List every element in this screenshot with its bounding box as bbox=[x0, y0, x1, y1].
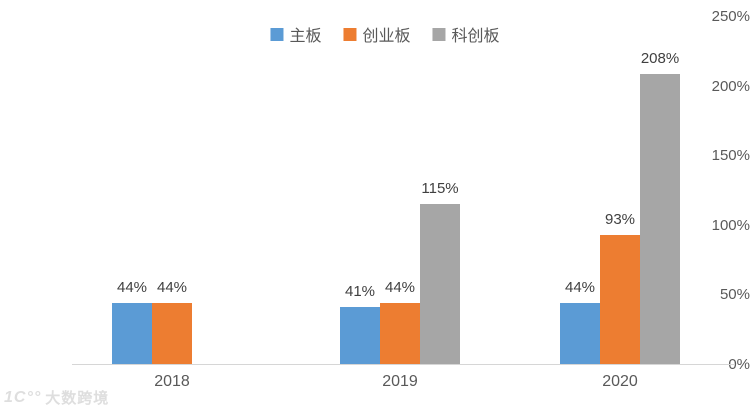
y-tick-label: 200% bbox=[711, 77, 750, 95]
bar-slot-main-board-2019: 41% bbox=[340, 0, 380, 364]
bar-group-2018: 44% 44% bbox=[112, 0, 232, 364]
bar-chinext-2020 bbox=[600, 235, 640, 364]
legend-label: 创业板 bbox=[362, 28, 411, 45]
legend-label: 科创板 bbox=[451, 28, 500, 45]
y-tick-label: 50% bbox=[719, 286, 750, 304]
legend-label: 主板 bbox=[289, 28, 322, 45]
bar-slot-star-market-2020: 208% bbox=[640, 0, 680, 364]
y-tick-label: 150% bbox=[711, 147, 750, 165]
bar-value-label: 44% bbox=[156, 279, 188, 296]
bar-slot-chinext-2019: 44% bbox=[380, 0, 420, 364]
bar-main-board-2020 bbox=[560, 303, 600, 364]
bar-value-label: 41% bbox=[344, 283, 376, 300]
bar-chinext-2018 bbox=[152, 303, 192, 364]
x-axis-label-2019: 2019 bbox=[382, 373, 418, 390]
y-tick-label: 0% bbox=[728, 356, 750, 373]
legend-swatch-star-market bbox=[432, 27, 446, 41]
y-tick-label: 250% bbox=[711, 8, 750, 25]
x-axis-label-2020: 2020 bbox=[602, 373, 638, 390]
legend-item-star-market: 科创板 bbox=[432, 22, 500, 46]
bar-value-label: 115% bbox=[421, 180, 459, 197]
plot-area: 44% 44% 41% 44% 115% 44% 93% 208% bbox=[72, 0, 735, 365]
bar-slot-main-board-2020: 44% bbox=[560, 0, 600, 364]
bar-main-board-2018 bbox=[112, 303, 152, 364]
bar-group-2020: 44% 93% 208% bbox=[560, 0, 680, 364]
y-tick-label: 100% bbox=[711, 216, 750, 234]
x-axis-line bbox=[72, 364, 735, 365]
watermark: 1C°° 大数跨境 bbox=[4, 387, 109, 408]
watermark-text: 大数跨境 bbox=[45, 390, 110, 407]
bar-main-board-2019 bbox=[340, 307, 380, 364]
bar-value-label: 93% bbox=[604, 211, 636, 228]
bar-value-label: 44% bbox=[384, 279, 416, 296]
x-axis-label-2018: 2018 bbox=[154, 373, 190, 390]
bar-value-label: 44% bbox=[116, 279, 148, 296]
bar-chinext-2019 bbox=[380, 303, 420, 364]
bar-slot-main-board-2018: 44% bbox=[112, 0, 152, 364]
bar-value-label: 208% bbox=[640, 50, 680, 67]
bar-value-label: 44% bbox=[564, 279, 596, 296]
bar-star-market-2019 bbox=[420, 204, 460, 364]
legend-item-main-board: 主板 bbox=[270, 22, 321, 46]
bar-star-market-2020 bbox=[640, 74, 680, 364]
legend-swatch-main-board bbox=[270, 27, 284, 41]
bar-slot-chinext-2020: 93% bbox=[600, 0, 640, 364]
bar-slot-chinext-2018: 44% bbox=[152, 0, 192, 364]
bar-group-2019: 41% 44% 115% bbox=[340, 0, 460, 364]
bar-slot-star-market-2019: 115% bbox=[420, 0, 460, 364]
watermark-logo-icon: 1C°° bbox=[4, 388, 42, 406]
legend-swatch-chinext bbox=[343, 27, 357, 41]
bar-slot-star-market-2018 bbox=[192, 0, 232, 364]
legend-item-chinext: 创业板 bbox=[343, 22, 411, 46]
chart-legend: 主板 创业板 科创板 bbox=[270, 22, 500, 46]
